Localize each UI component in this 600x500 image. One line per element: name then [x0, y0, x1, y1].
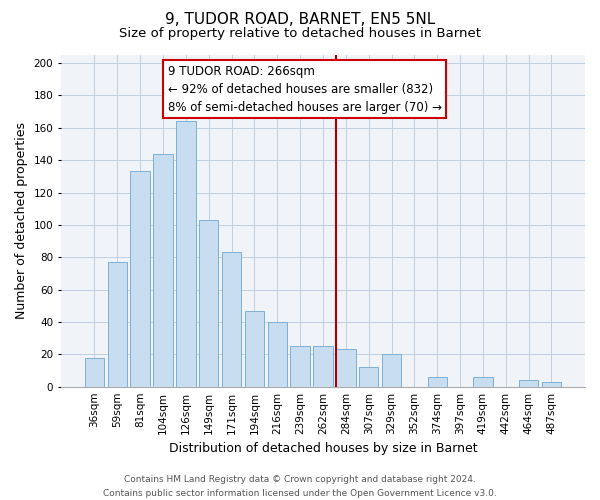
Bar: [336, 350, 356, 387]
Bar: [268, 322, 287, 386]
Text: Size of property relative to detached houses in Barnet: Size of property relative to detached ho…: [119, 28, 481, 40]
Text: 9, TUDOR ROAD, BARNET, EN5 5NL: 9, TUDOR ROAD, BARNET, EN5 5NL: [165, 12, 435, 28]
Bar: [428, 377, 447, 386]
Bar: [154, 154, 173, 386]
Bar: [222, 252, 241, 386]
Bar: [245, 310, 264, 386]
Bar: [313, 346, 332, 387]
Bar: [382, 354, 401, 386]
Bar: [359, 368, 379, 386]
Bar: [473, 377, 493, 386]
Bar: [130, 172, 150, 386]
Bar: [519, 380, 538, 386]
Bar: [107, 262, 127, 386]
Text: Contains HM Land Registry data © Crown copyright and database right 2024.
Contai: Contains HM Land Registry data © Crown c…: [103, 476, 497, 498]
X-axis label: Distribution of detached houses by size in Barnet: Distribution of detached houses by size …: [169, 442, 477, 455]
Bar: [199, 220, 218, 386]
Bar: [85, 358, 104, 386]
Y-axis label: Number of detached properties: Number of detached properties: [15, 122, 28, 320]
Bar: [176, 122, 196, 386]
Bar: [290, 346, 310, 387]
Bar: [542, 382, 561, 386]
Text: 9 TUDOR ROAD: 266sqm
← 92% of detached houses are smaller (832)
8% of semi-detac: 9 TUDOR ROAD: 266sqm ← 92% of detached h…: [167, 64, 442, 114]
